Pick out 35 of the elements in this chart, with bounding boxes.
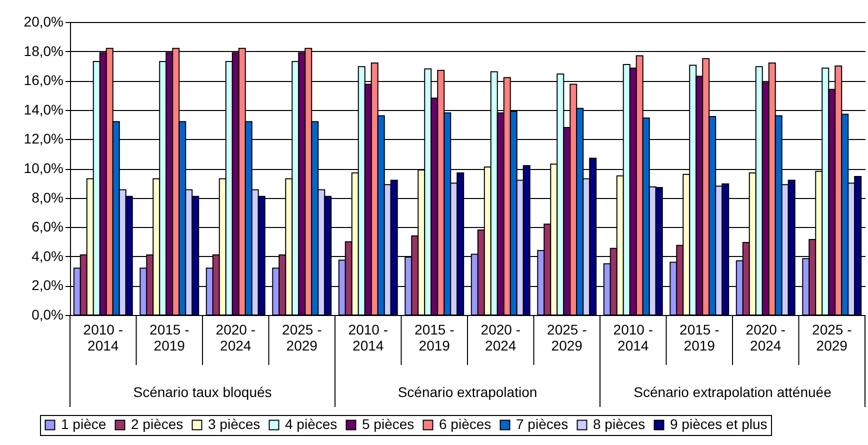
y-tick-label: 0,0% bbox=[32, 306, 64, 322]
y-tick-label: 6,0% bbox=[32, 218, 64, 235]
y-tick-label: 8,0% bbox=[32, 189, 64, 206]
x-tick-label: 2020 - 2024 bbox=[746, 322, 786, 354]
x-tick-label: 2020 - 2024 bbox=[480, 322, 521, 354]
legend-label: 1 pièce bbox=[61, 416, 106, 432]
legend-label: 9 pièces et plus bbox=[670, 416, 768, 432]
legend-label: 7 pièces bbox=[516, 416, 568, 432]
x-tick-label: 2010 - 2014 bbox=[613, 322, 654, 354]
x-tick-label: 2025 - 2029 bbox=[812, 322, 852, 354]
y-tick-label: 10,0% bbox=[24, 160, 64, 176]
x-tick-label: 2015 - 2019 bbox=[150, 322, 190, 354]
legend-label: 5 pièces bbox=[362, 416, 414, 432]
legend-label: 3 pièces bbox=[208, 416, 260, 432]
legend-label: 6 pièces bbox=[439, 416, 492, 432]
x-tick-label: 2015 - 2019 bbox=[680, 322, 720, 354]
x-tick-label: 2020 - 2024 bbox=[216, 322, 256, 354]
text: Scénario extrapolation atténuée bbox=[634, 384, 832, 400]
y-tick-label: 18,0% bbox=[24, 42, 64, 59]
x-tick-label: 2010 - 2014 bbox=[83, 322, 124, 354]
x-tick-label: 2025 - 2029 bbox=[282, 322, 322, 354]
legend-label: 2 pièces bbox=[131, 416, 184, 432]
y-tick-label: 20,0% bbox=[24, 14, 64, 30]
x-tick-label: 2025 - 2029 bbox=[547, 322, 588, 354]
y-tick-label: 2,0% bbox=[32, 277, 64, 294]
y-tick-label: 4,0% bbox=[32, 248, 64, 264]
text: Scénario extrapolation bbox=[398, 384, 538, 400]
y-tick-label: 16,0% bbox=[24, 72, 64, 88]
legend-label: 4 pièces bbox=[285, 416, 338, 432]
x-tick-label: 2015 - 2019 bbox=[414, 322, 455, 354]
text: Scénario taux bloqués bbox=[133, 384, 272, 400]
legend-label: 8 pièces bbox=[593, 416, 646, 432]
y-tick-label: 12,0% bbox=[24, 130, 64, 147]
x-tick-label: 2010 - 2014 bbox=[348, 322, 388, 354]
y-tick-label: 14,0% bbox=[24, 101, 64, 118]
